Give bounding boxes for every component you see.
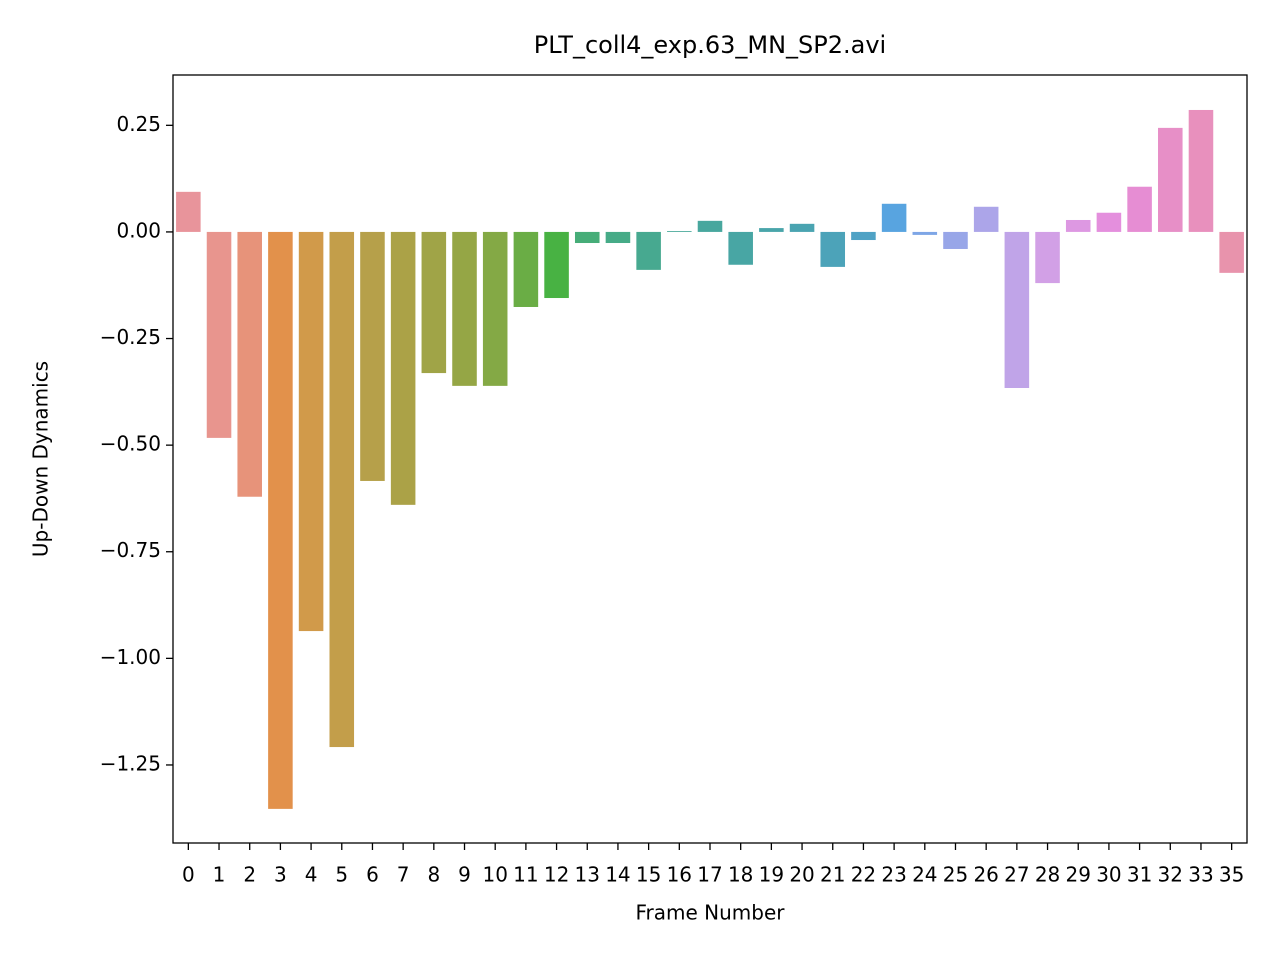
x-tick-label: 7: [397, 863, 410, 887]
bar: [1219, 231, 1244, 273]
x-tick-label: 2: [243, 863, 256, 887]
bar: [851, 231, 876, 241]
x-tick-label: 4: [305, 863, 318, 887]
bar: [544, 231, 569, 299]
x-tick-label: 28: [1035, 863, 1060, 887]
bar: [1188, 109, 1214, 232]
x-tick-label: 9: [458, 863, 471, 887]
bar: [298, 231, 324, 632]
plot-frame: [172, 74, 1248, 844]
bar: [1035, 231, 1060, 284]
x-tick-label: 1: [213, 863, 226, 887]
x-tick-label: 33: [1188, 863, 1213, 887]
bar: [513, 231, 539, 307]
x-axis-label: Frame Number: [635, 901, 785, 925]
x-tick-label: 14: [605, 863, 630, 887]
x-tick-label: 3: [274, 863, 287, 887]
x-tick-label: 13: [575, 863, 600, 887]
y-tick-label: −0.75: [100, 538, 161, 562]
x-tick-label: 30: [1096, 863, 1121, 887]
y-tick-label: 0.25: [116, 112, 161, 136]
x-tick-label: 18: [728, 863, 753, 887]
bar: [912, 231, 938, 235]
bar: [237, 231, 262, 497]
bar: [881, 203, 907, 232]
y-tick-label: 0.00: [116, 218, 161, 242]
bar: [728, 231, 753, 265]
x-tick-label: 32: [1158, 863, 1183, 887]
bar: [1096, 212, 1122, 232]
x-tick-label: 27: [1004, 863, 1029, 887]
bar: [452, 231, 477, 386]
x-tick-label: 8: [427, 863, 440, 887]
bar: [789, 223, 815, 232]
x-tick-label: 24: [912, 863, 937, 887]
y-tick-label: −1.00: [100, 645, 161, 669]
bar: [421, 231, 447, 374]
x-tick-label: 31: [1127, 863, 1152, 887]
bar: [605, 231, 631, 244]
x-tick-label: 10: [482, 863, 507, 887]
x-tick-label: 19: [759, 863, 784, 887]
y-tick-label: −1.25: [100, 751, 161, 775]
x-tick-label: 25: [943, 863, 968, 887]
bar: [268, 231, 293, 809]
bar: [667, 231, 692, 232]
bar: [574, 231, 600, 244]
x-tick-label: 5: [335, 863, 348, 887]
y-tick-label: −0.50: [100, 432, 161, 456]
bar: [697, 220, 723, 232]
bar: [390, 231, 416, 505]
bar: [759, 228, 784, 232]
bar: [1065, 219, 1091, 232]
bar: [636, 231, 661, 270]
x-tick-label: 12: [544, 863, 569, 887]
bar: [329, 231, 355, 748]
bar: [206, 231, 232, 438]
bar: [1158, 127, 1183, 232]
bar: [176, 191, 201, 232]
bar: [1004, 231, 1030, 388]
bar: [482, 231, 508, 386]
x-tick-label: 21: [820, 863, 845, 887]
x-tick-label: 20: [789, 863, 814, 887]
x-tick-label: 16: [667, 863, 692, 887]
x-tick-label: 6: [366, 863, 379, 887]
bar: [943, 231, 968, 249]
bar: [1127, 186, 1152, 232]
x-tick-label: 23: [881, 863, 906, 887]
chart-title: PLT_coll4_exp.63_MN_SP2.avi: [534, 31, 886, 59]
x-tick-label: 35: [1219, 863, 1244, 887]
x-tick-label: 22: [851, 863, 876, 887]
y-tick-label: −0.25: [100, 325, 161, 349]
bar: [973, 206, 999, 232]
y-axis-label: Up-Down Dynamics: [29, 361, 53, 557]
x-tick-label: 11: [513, 863, 538, 887]
bar: [360, 231, 385, 481]
x-tick-label: 15: [636, 863, 661, 887]
x-tick-label: 0: [182, 863, 195, 887]
x-tick-label: 26: [973, 863, 998, 887]
x-tick-label: 17: [697, 863, 722, 887]
x-tick-label: 29: [1066, 863, 1091, 887]
bar: [820, 231, 846, 267]
